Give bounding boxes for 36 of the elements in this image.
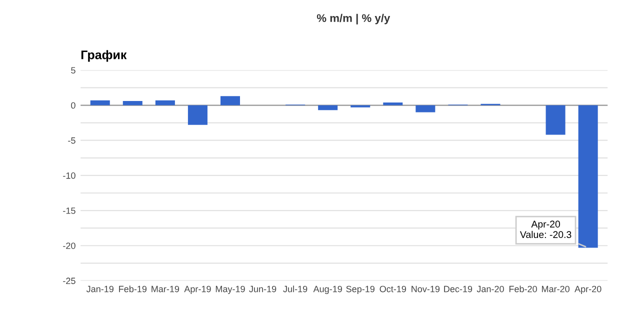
y-tick-label: -15 bbox=[63, 208, 76, 214]
x-tick-label: Feb-19 bbox=[119, 286, 147, 292]
x-tick-label: Jan-20 bbox=[476, 286, 504, 292]
bar bbox=[188, 105, 208, 125]
x-tick-label: Dec-19 bbox=[444, 286, 472, 292]
x-tick-label: Oct-19 bbox=[380, 286, 406, 292]
x-tick-label: Sep-19 bbox=[346, 286, 374, 294]
bar bbox=[383, 102, 403, 106]
bar bbox=[578, 105, 598, 248]
bar bbox=[90, 100, 110, 106]
bar bbox=[416, 105, 436, 112]
bar bbox=[318, 105, 338, 110]
x-tick-label: Mar-20 bbox=[542, 286, 570, 292]
x-tick-label: Jan-19 bbox=[86, 286, 114, 292]
y-tick-label: -25 bbox=[63, 278, 76, 284]
x-tick-label: May-19 bbox=[216, 286, 245, 294]
y-tick-label: -20 bbox=[63, 242, 76, 249]
x-tick-label: Jun-19 bbox=[249, 286, 276, 292]
x-tick-label: Mar-19 bbox=[152, 286, 180, 292]
x-tick-label: Feb-20 bbox=[509, 286, 537, 292]
bar bbox=[122, 101, 142, 106]
bar bbox=[546, 105, 566, 135]
bar bbox=[155, 100, 175, 106]
x-tick-label: Apr-19 bbox=[184, 286, 211, 294]
y-tick-label: -10 bbox=[63, 172, 76, 179]
bar bbox=[220, 96, 240, 106]
x-tick-label: Jul-19 bbox=[283, 286, 308, 292]
x-tick-label: Aug-19 bbox=[313, 286, 342, 294]
y-tick-label: 5 bbox=[71, 67, 76, 74]
annotation: Apr-20 Value: -20.3 bbox=[520, 220, 572, 238]
x-tick-label: Apr-20 bbox=[574, 286, 602, 294]
x-tick-label: Nov-19 bbox=[412, 286, 440, 292]
y-tick-label: 0 bbox=[71, 102, 76, 109]
y-tick-label: -5 bbox=[68, 137, 76, 144]
chart-title: График bbox=[81, 50, 127, 62]
chart-subtitle: % m/m | % y/y bbox=[316, 14, 390, 24]
